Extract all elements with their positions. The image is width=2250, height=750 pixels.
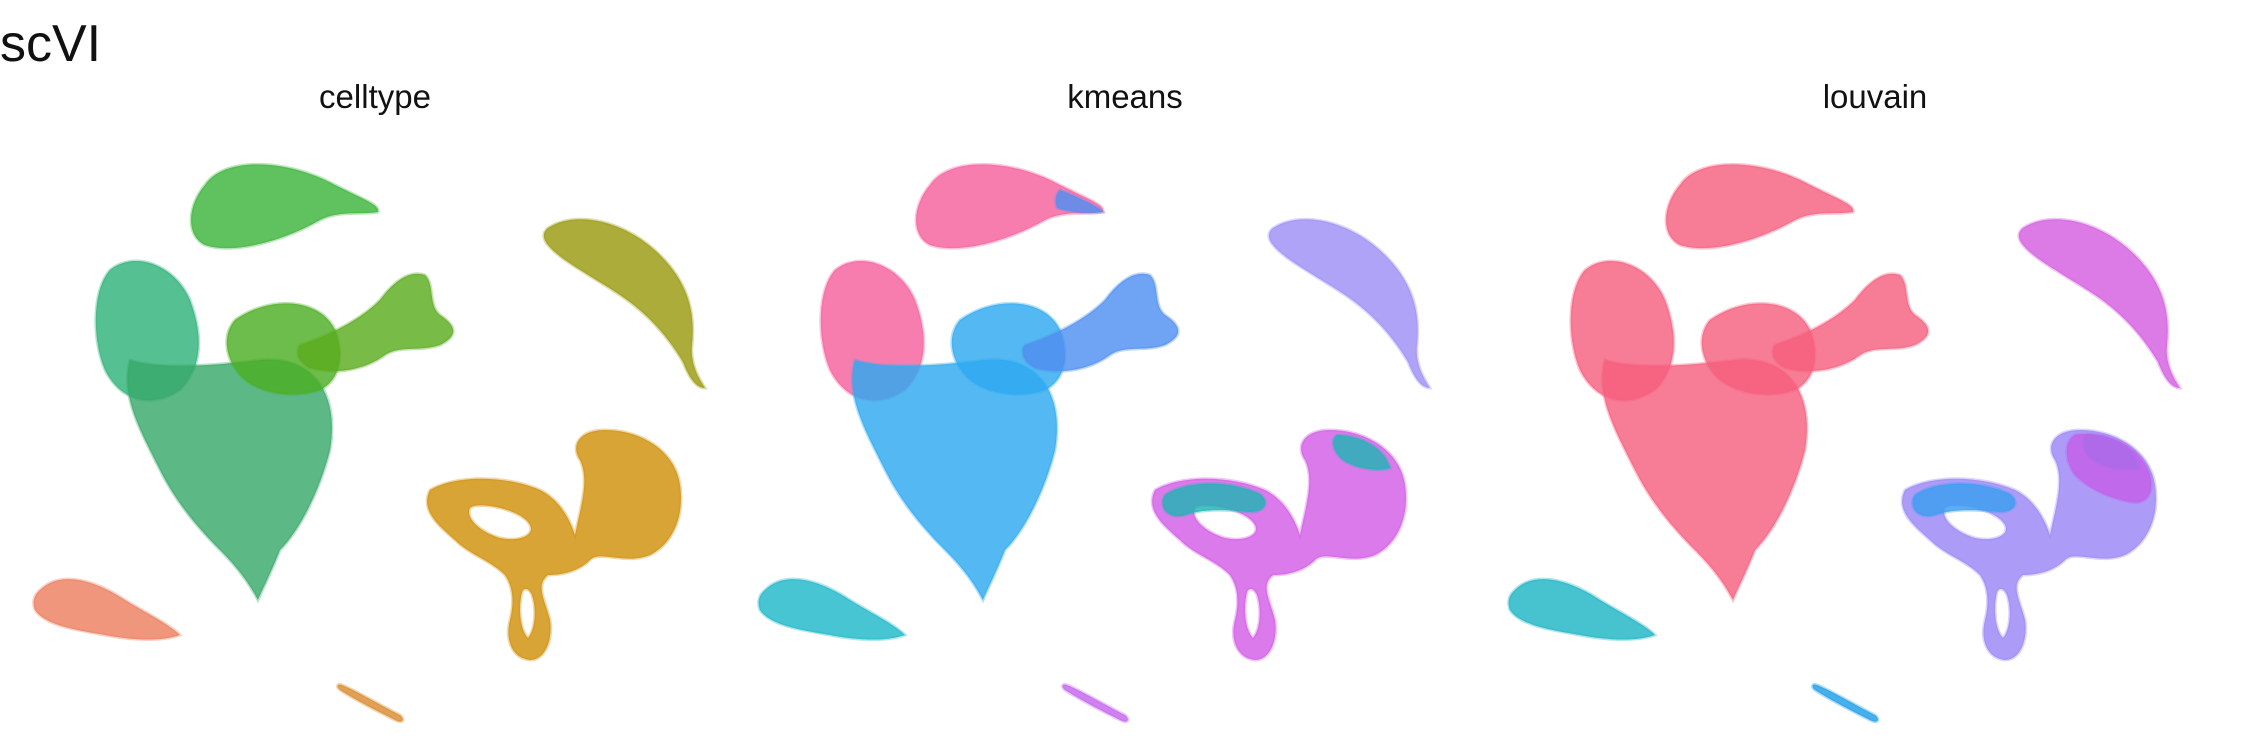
cluster-main-body-upper bbox=[950, 301, 1067, 396]
cluster-right-leaf bbox=[2017, 217, 2183, 390]
cluster-main-body-core bbox=[1600, 358, 1809, 604]
cluster-arm bbox=[1021, 272, 1180, 373]
scatter-plot-louvain bbox=[1507, 162, 2183, 724]
scatter-plot-celltype bbox=[32, 162, 708, 724]
cluster-bottom-left-leaf bbox=[757, 577, 908, 642]
cluster-main-body-core bbox=[850, 358, 1059, 604]
panel-title: kmeans bbox=[1067, 78, 1183, 115]
cluster-loop bbox=[425, 428, 683, 662]
cluster-arm bbox=[296, 272, 455, 373]
cluster-bottom-left-leaf bbox=[32, 577, 183, 642]
cluster-group bbox=[1507, 162, 2183, 724]
cluster-bottom-stick bbox=[1061, 683, 1130, 724]
scatter-plot-kmeans bbox=[757, 162, 1433, 724]
panel-louvain: louvain bbox=[1500, 70, 2250, 750]
cluster-loop-accent bbox=[1161, 433, 1392, 518]
cluster-top-leaf bbox=[189, 162, 380, 250]
panel-title: celltype bbox=[319, 78, 431, 115]
cluster-group bbox=[757, 162, 1433, 724]
cluster-loop-upper bbox=[2065, 432, 2153, 505]
cluster-main-body-upper bbox=[1700, 301, 1817, 396]
cluster-main-body-upper bbox=[225, 301, 342, 396]
cluster-bottom-left-leaf bbox=[1507, 577, 1658, 642]
cluster-bottom-stick bbox=[336, 683, 405, 724]
cluster-top-leaf-tip bbox=[1054, 188, 1107, 215]
cluster-right-leaf bbox=[1267, 217, 1433, 390]
cluster-main-body-core bbox=[125, 358, 334, 604]
cluster-bottom-stick bbox=[1811, 683, 1880, 724]
panel-title: louvain bbox=[1822, 78, 1928, 115]
panel-celltype: celltype bbox=[0, 70, 750, 750]
cluster-group bbox=[32, 162, 708, 724]
cluster-top-leaf bbox=[1664, 162, 1855, 250]
cluster-arm bbox=[1771, 272, 1930, 373]
panel-kmeans: kmeans bbox=[750, 70, 1500, 750]
cluster-top-leaf bbox=[914, 162, 1105, 250]
figure-title: scVI bbox=[0, 15, 102, 73]
cluster-right-leaf bbox=[542, 217, 708, 390]
